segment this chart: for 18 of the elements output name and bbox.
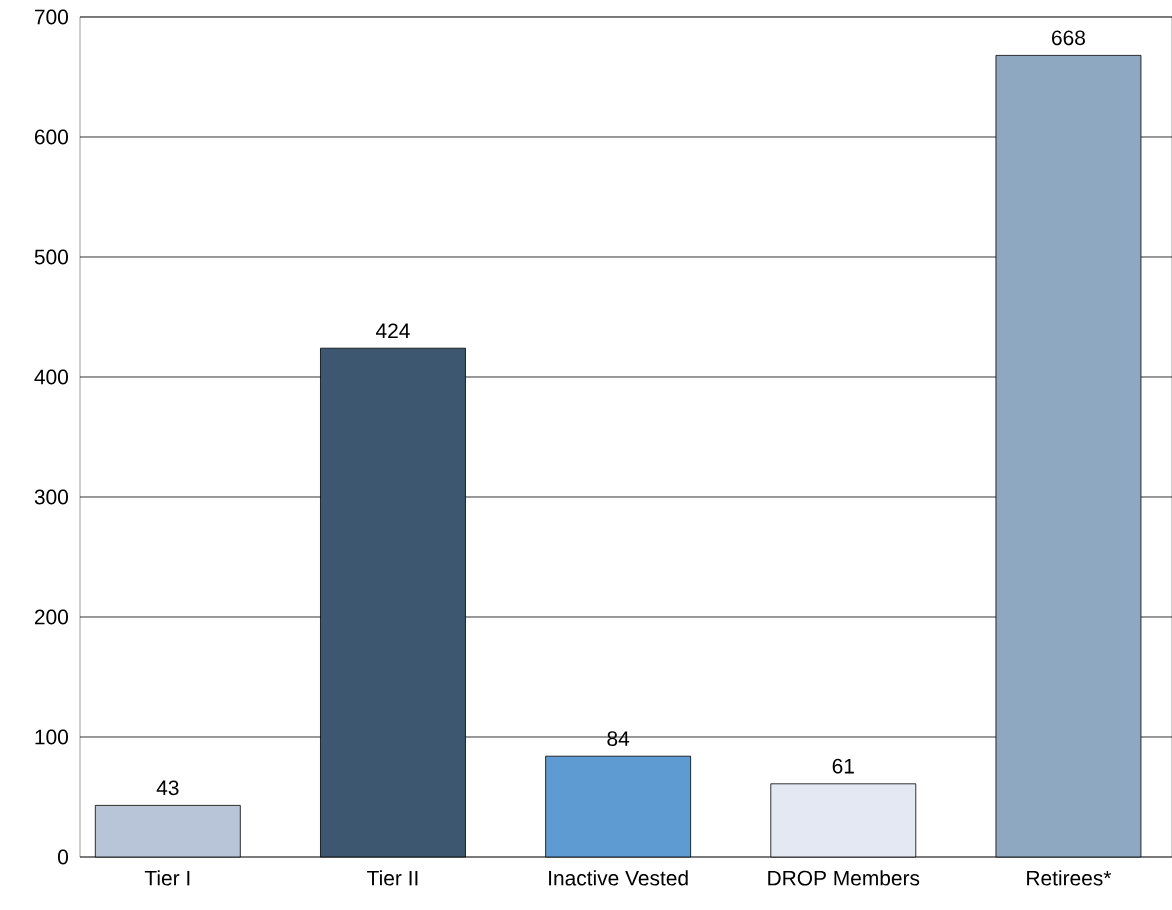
x-tick-label: Tier I	[144, 870, 190, 886]
y-tick-label: 700	[35, 9, 68, 25]
y-tick-label: 500	[34, 249, 68, 265]
y-tick-label: 300	[34, 489, 68, 505]
x-tick-label: Tier II	[367, 870, 418, 886]
x-tick-label: Retirees*	[1027, 870, 1112, 886]
data-label: 668	[1052, 30, 1085, 46]
x-tick-label: DROP Members	[768, 870, 920, 886]
y-tick-label: 400	[34, 369, 68, 385]
x-tick-label: Inactive Vested	[549, 870, 688, 886]
data-label: 61	[832, 758, 854, 774]
data-label: 424	[376, 323, 410, 338]
y-tick-label: 100	[35, 729, 68, 745]
y-tick-label: 0	[58, 849, 68, 865]
y-tick-label: 200	[34, 609, 68, 625]
data-label: 43	[156, 780, 179, 796]
y-tick-label: 600	[34, 129, 68, 145]
data-label: 84	[607, 731, 630, 746]
